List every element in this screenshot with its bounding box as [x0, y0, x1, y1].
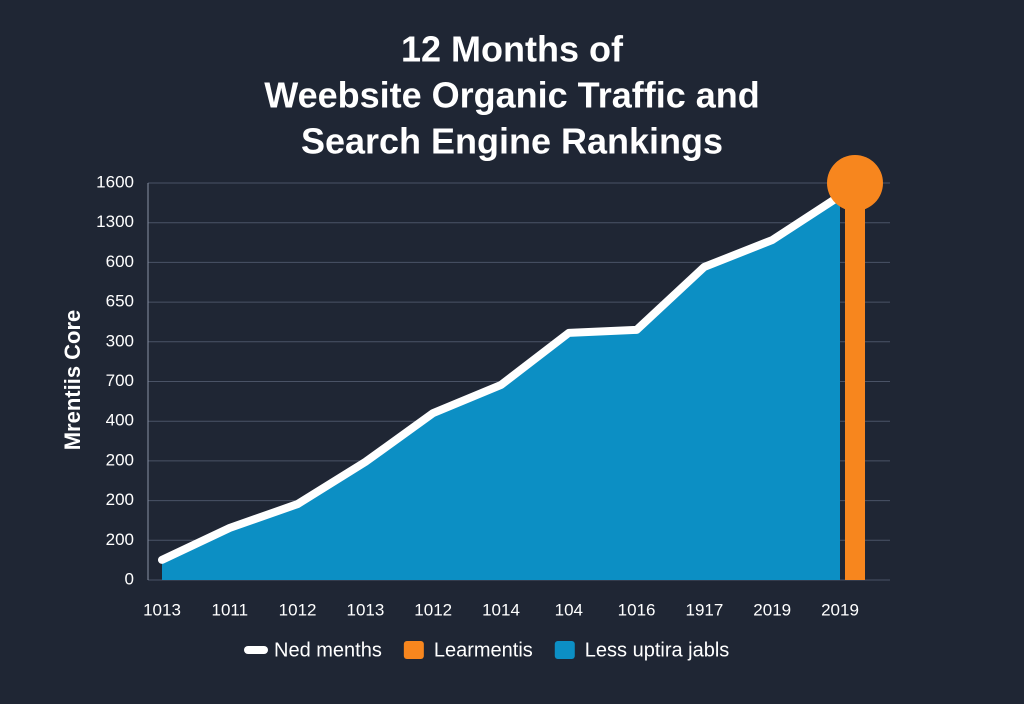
legend-label: Less uptira jabls	[585, 639, 730, 661]
chart-title: Weebsite Organic Traffic and	[264, 75, 759, 116]
legend-label: Ned menths	[274, 639, 382, 661]
line	[158, 191, 844, 564]
y-tick-label: 1600	[96, 172, 134, 191]
bar	[845, 183, 865, 580]
y-tick-label: 650	[106, 292, 134, 311]
x-tick-label: 1013	[346, 600, 384, 619]
bar-marker	[827, 155, 883, 211]
x-tick-label: 1012	[414, 600, 452, 619]
legend-swatch	[244, 646, 268, 654]
x-tick-label: 1917	[685, 600, 723, 619]
y-tick-label: 300	[106, 331, 134, 350]
y-tick-label: 1300	[96, 212, 134, 231]
chart-title: Search Engine Rankings	[301, 121, 723, 162]
x-tick-label: 1012	[279, 600, 317, 619]
x-tick-label: 1013	[143, 600, 181, 619]
x-tick-label: 2019	[821, 600, 859, 619]
y-tick-label: 600	[106, 252, 134, 271]
legend-swatch	[554, 641, 575, 659]
y-tick-label: 200	[106, 530, 134, 549]
x-tick-label: 2019	[753, 600, 791, 619]
x-tick-label: 1016	[618, 600, 656, 619]
legend-label: Learmentis	[434, 639, 533, 661]
x-tick-label: 1011	[212, 600, 249, 619]
legend-swatch	[403, 641, 424, 659]
y-tick-label: 0	[125, 569, 134, 588]
x-tick-label: 1014	[482, 600, 520, 619]
x-tick-label: 104	[555, 600, 583, 619]
y-tick-label: 400	[106, 411, 134, 430]
chart-title: 12 Months of	[401, 29, 624, 70]
y-tick-label: 200	[106, 490, 134, 509]
y-axis-title: Mrentiis Core	[60, 310, 85, 451]
y-tick-label: 700	[106, 371, 134, 390]
y-tick-label: 200	[106, 450, 134, 469]
